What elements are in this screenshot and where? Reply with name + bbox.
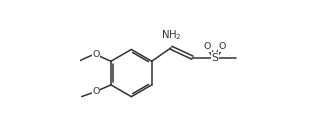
Text: O: O bbox=[219, 42, 226, 51]
Text: S: S bbox=[211, 53, 219, 63]
Text: NH$_2$: NH$_2$ bbox=[161, 28, 182, 42]
Text: O: O bbox=[93, 87, 100, 96]
Text: O: O bbox=[204, 42, 211, 51]
Text: O: O bbox=[93, 50, 100, 59]
